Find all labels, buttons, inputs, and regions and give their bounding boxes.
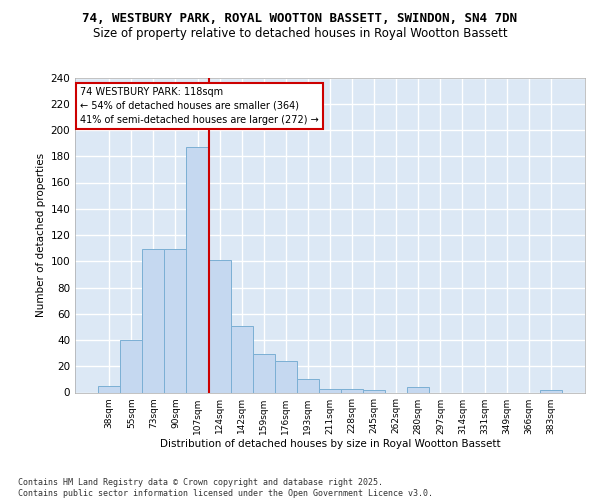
Bar [209, 260, 230, 392]
Bar [187, 147, 209, 392]
Y-axis label: Number of detached properties: Number of detached properties [36, 153, 46, 317]
Bar [253, 354, 275, 393]
Bar [275, 361, 297, 392]
Bar [297, 380, 319, 392]
Bar [164, 250, 187, 392]
Text: Size of property relative to detached houses in Royal Wootton Bassett: Size of property relative to detached ho… [92, 28, 508, 40]
Bar [363, 390, 385, 392]
Bar [142, 250, 164, 392]
Text: 74, WESTBURY PARK, ROYAL WOOTTON BASSETT, SWINDON, SN4 7DN: 74, WESTBURY PARK, ROYAL WOOTTON BASSETT… [83, 12, 517, 26]
X-axis label: Distribution of detached houses by size in Royal Wootton Bassett: Distribution of detached houses by size … [160, 440, 500, 450]
Bar [98, 386, 120, 392]
Bar [319, 388, 341, 392]
Text: 74 WESTBURY PARK: 118sqm
← 54% of detached houses are smaller (364)
41% of semi-: 74 WESTBURY PARK: 118sqm ← 54% of detach… [80, 87, 319, 125]
Bar [120, 340, 142, 392]
Bar [341, 388, 363, 392]
Bar [407, 387, 430, 392]
Bar [230, 326, 253, 392]
Bar [540, 390, 562, 392]
Text: Contains HM Land Registry data © Crown copyright and database right 2025.
Contai: Contains HM Land Registry data © Crown c… [18, 478, 433, 498]
